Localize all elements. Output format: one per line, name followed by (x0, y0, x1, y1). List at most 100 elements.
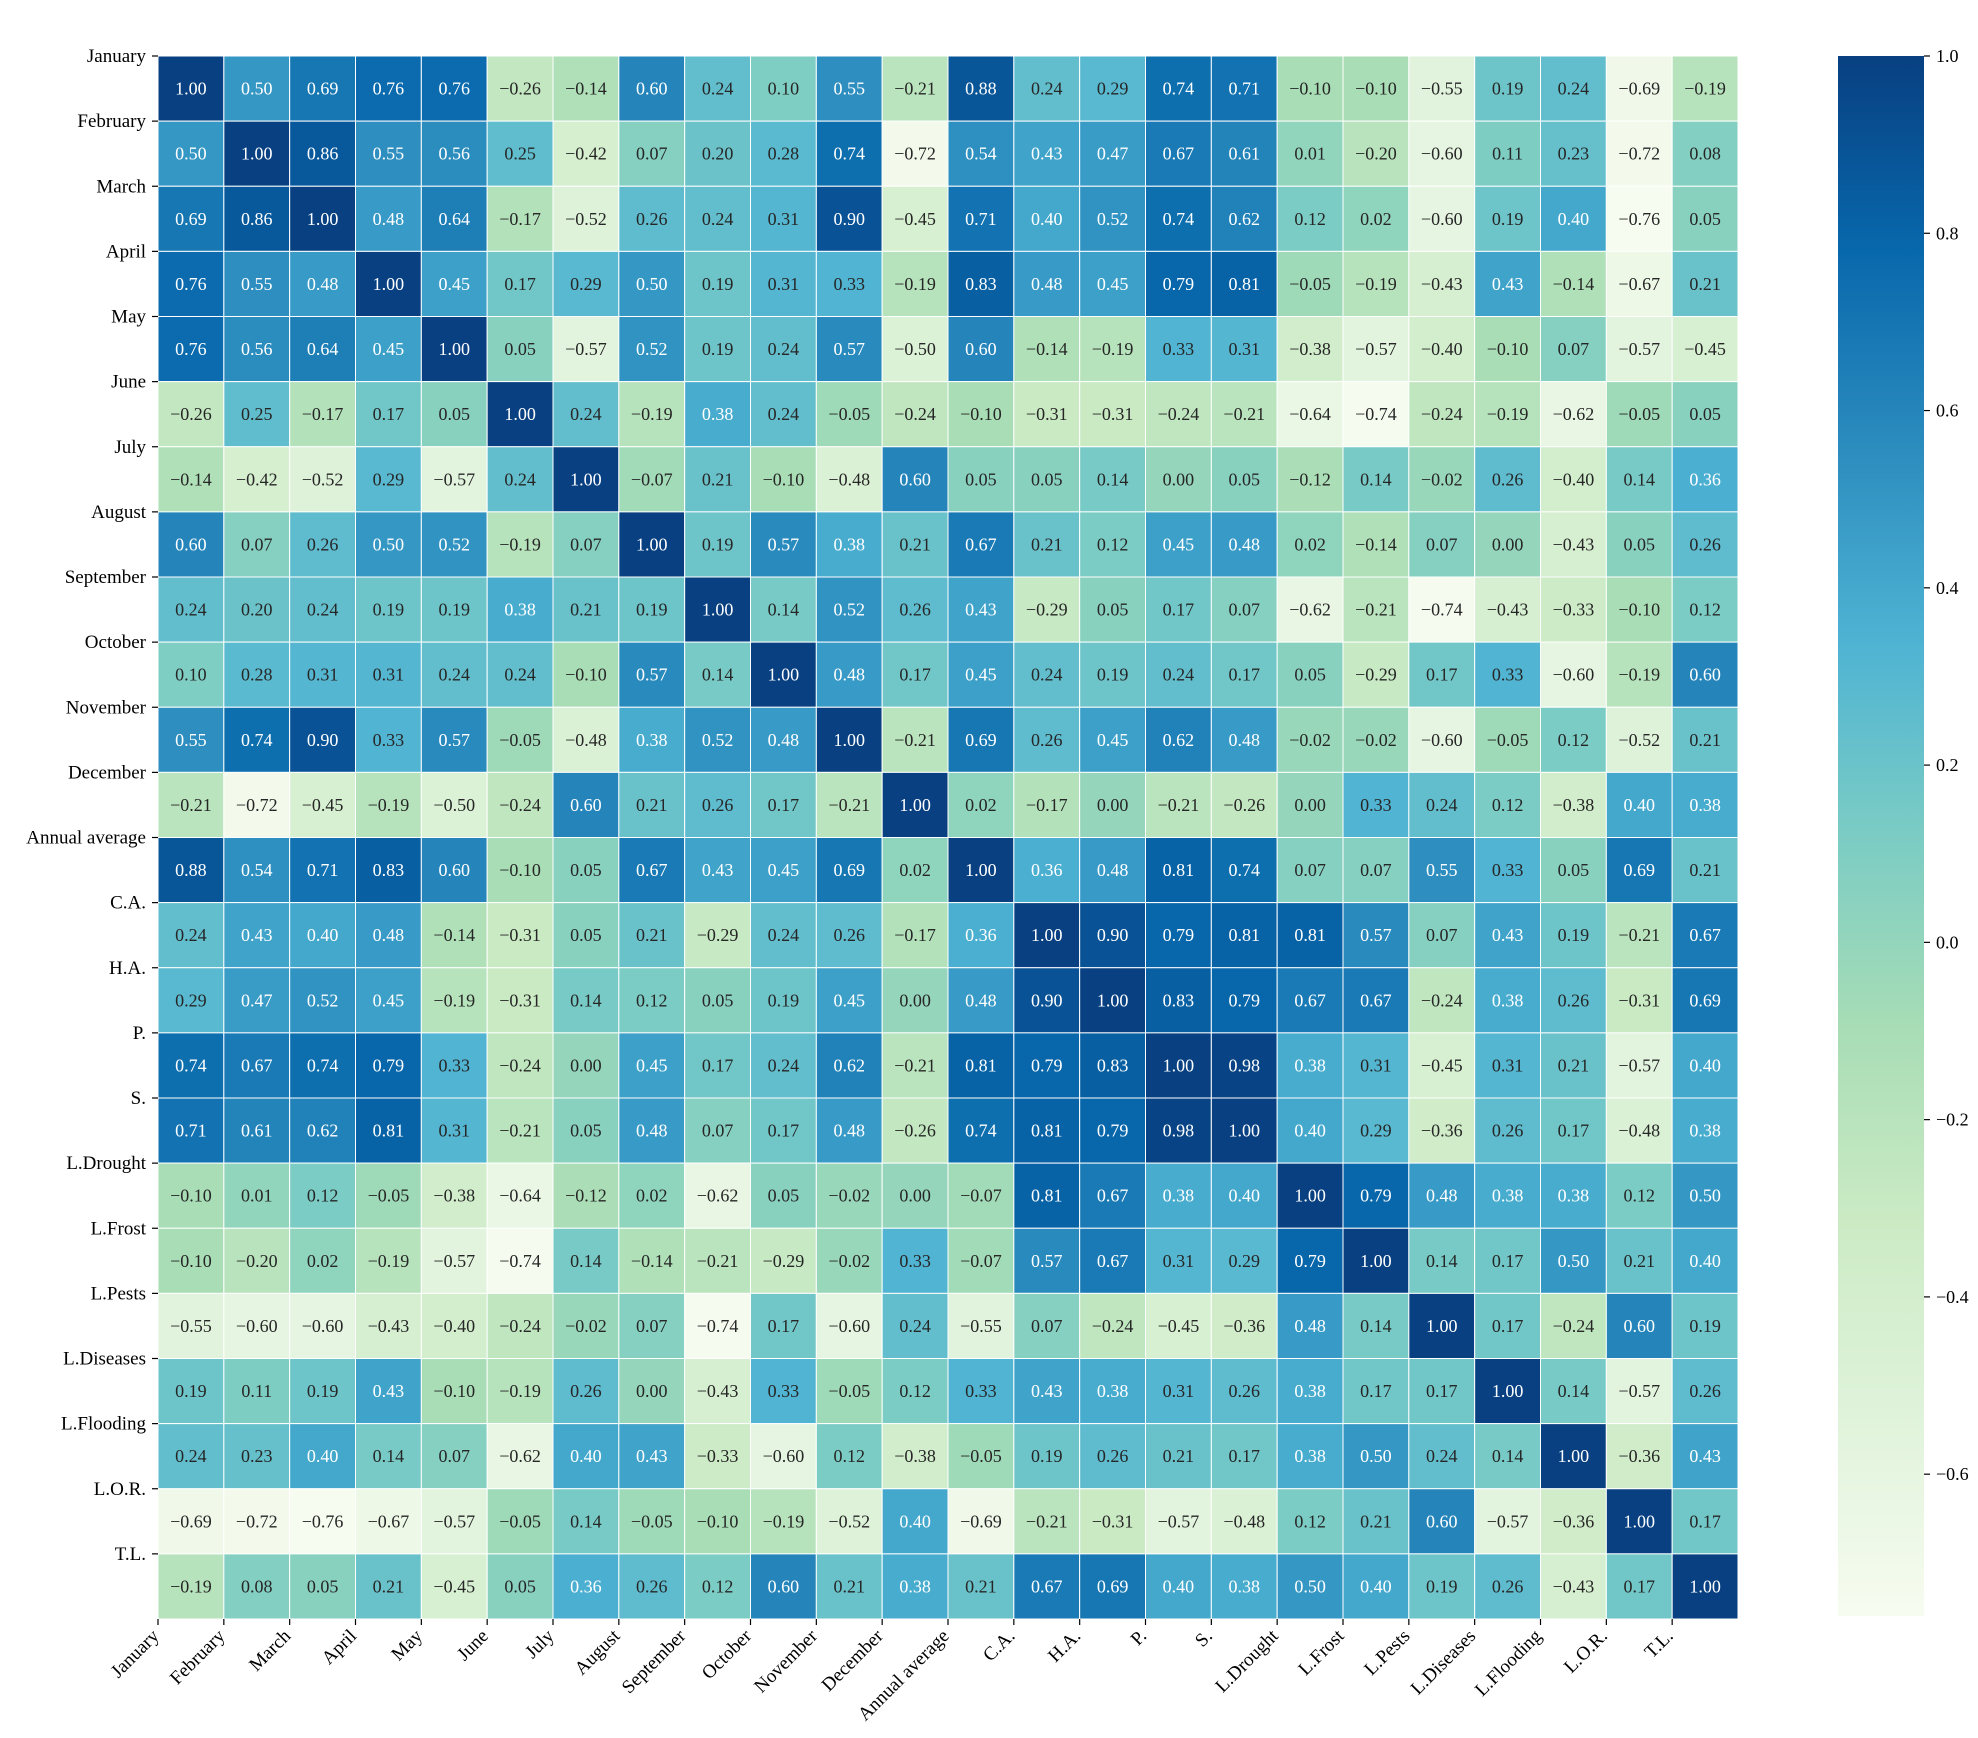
cell-value-label: 0.05 (307, 1576, 339, 1596)
cell-value-label: 0.05 (1229, 469, 1261, 489)
cell-value-label: −0.14 (433, 925, 475, 945)
cell-value-label: 0.31 (373, 665, 405, 685)
cell-value-label: 0.24 (504, 665, 536, 685)
cell-value-label: 0.19 (1689, 1316, 1721, 1336)
cell-value-label: 0.21 (1031, 534, 1063, 554)
cell-value-label: 0.26 (834, 925, 866, 945)
cell-value-label: −0.69 (960, 1511, 1002, 1531)
cell-value-label: 0.24 (768, 339, 800, 359)
cell-value-label: 0.52 (834, 600, 866, 620)
heatmap-cell (1079, 1553, 1146, 1620)
cell-value-label: 0.05 (570, 860, 602, 880)
heatmap-cell (815, 446, 883, 513)
heatmap-cell (157, 1032, 225, 1099)
heatmap-cell (1605, 1358, 1673, 1425)
heatmap-cell (947, 1162, 1015, 1229)
cell-value-label: 0.60 (175, 534, 207, 554)
cell-value-label: −0.57 (433, 469, 475, 489)
cell-value-label: 0.12 (1689, 600, 1721, 620)
cell-value-label: −0.26 (170, 404, 212, 424)
cell-value-label: −0.60 (1421, 730, 1463, 750)
heatmap-cell (1013, 55, 1081, 122)
cell-value-label: 0.02 (307, 1251, 339, 1271)
cell-value-label: 0.40 (1689, 1055, 1721, 1075)
cell-value-label: 0.98 (1163, 1121, 1195, 1141)
heatmap-cell (815, 837, 883, 904)
heatmap-cell (552, 1032, 620, 1099)
heatmap-cell (947, 1292, 1015, 1359)
heatmap-cell (486, 706, 554, 773)
cell-value-label: 0.45 (834, 990, 866, 1010)
heatmap-cell (157, 1097, 225, 1164)
cell-value-label: 0.43 (1689, 1446, 1721, 1466)
heatmap-cell (1671, 837, 1739, 904)
heatmap-cell (1540, 381, 1607, 448)
cell-value-label: −0.57 (433, 1251, 475, 1271)
heatmap-cell (552, 120, 620, 187)
cell-value-label: −0.43 (1553, 1576, 1595, 1596)
heatmap-cell (355, 446, 422, 513)
heatmap-cell (684, 967, 752, 1034)
cell-value-label: 0.60 (768, 1576, 800, 1596)
cell-value-label: 0.48 (636, 1121, 668, 1141)
cell-value-label: −0.64 (499, 1186, 541, 1206)
cell-value-label: −0.60 (1553, 665, 1595, 685)
cell-value-label: −0.14 (1026, 339, 1068, 359)
heatmap-cell (289, 837, 356, 904)
cell-value-label: 0.17 (373, 404, 405, 424)
heatmap-cell (1671, 576, 1739, 643)
cell-value-label: 0.60 (965, 339, 997, 359)
heatmap-cell (1342, 902, 1410, 969)
heatmap-cell (420, 706, 488, 773)
heatmap-cell (289, 185, 356, 252)
row-label: L.Drought (66, 1153, 146, 1174)
cell-value-label: 0.45 (373, 339, 405, 359)
cell-value-label: 0.26 (1229, 1381, 1261, 1401)
cell-value-label: −0.43 (1487, 600, 1529, 620)
cell-value-label: 0.52 (439, 534, 471, 554)
heatmap-cell (355, 1358, 422, 1425)
heatmap-cell (1276, 837, 1344, 904)
cell-value-label: 0.90 (1097, 925, 1129, 945)
cell-value-label: 0.79 (1294, 1251, 1326, 1271)
cell-value-label: −0.19 (368, 795, 410, 815)
cell-value-label: 0.64 (439, 209, 471, 229)
cell-value-label: 0.21 (1624, 1251, 1656, 1271)
heatmap-cell (1605, 902, 1673, 969)
heatmap-cell (750, 511, 817, 578)
heatmap-cell (289, 446, 356, 513)
cell-value-label: −0.62 (499, 1446, 541, 1466)
heatmap-cell (552, 250, 620, 317)
column-label: August (571, 1625, 625, 1679)
heatmap-cell (1605, 1292, 1673, 1359)
cell-value-label: 1.00 (439, 339, 471, 359)
heatmap-cell (1671, 902, 1739, 969)
heatmap-cell (552, 1553, 620, 1620)
heatmap-cell (1145, 316, 1212, 383)
heatmap-cell (486, 1358, 554, 1425)
heatmap-cell (1408, 967, 1476, 1034)
heatmap-cell (1605, 641, 1673, 708)
cell-value-label: 0.07 (439, 1446, 471, 1466)
cell-value-label: 0.43 (1031, 1381, 1063, 1401)
column-label: March (245, 1625, 295, 1675)
heatmap-cell (1474, 837, 1541, 904)
heatmap-cell (157, 381, 225, 448)
cell-value-label: 0.81 (1031, 1186, 1063, 1206)
cell-value-label: 0.57 (834, 339, 866, 359)
heatmap-cell (1671, 967, 1739, 1034)
heatmap-cell (289, 576, 356, 643)
cell-value-label: −0.48 (1223, 1511, 1265, 1531)
heatmap-cell (815, 1423, 883, 1490)
cell-value-label: 0.31 (1163, 1381, 1195, 1401)
cell-value-label: 0.45 (373, 990, 405, 1010)
cell-value-label: 0.19 (373, 600, 405, 620)
heatmap-cell (750, 446, 817, 513)
heatmap-cell (289, 1488, 356, 1555)
heatmap-cell (1408, 316, 1476, 383)
heatmap-cell (1474, 1292, 1541, 1359)
heatmap-cell (157, 641, 225, 708)
heatmap-cell (618, 771, 686, 838)
cell-value-label: −0.14 (565, 79, 607, 99)
heatmap-cell (618, 1162, 686, 1229)
